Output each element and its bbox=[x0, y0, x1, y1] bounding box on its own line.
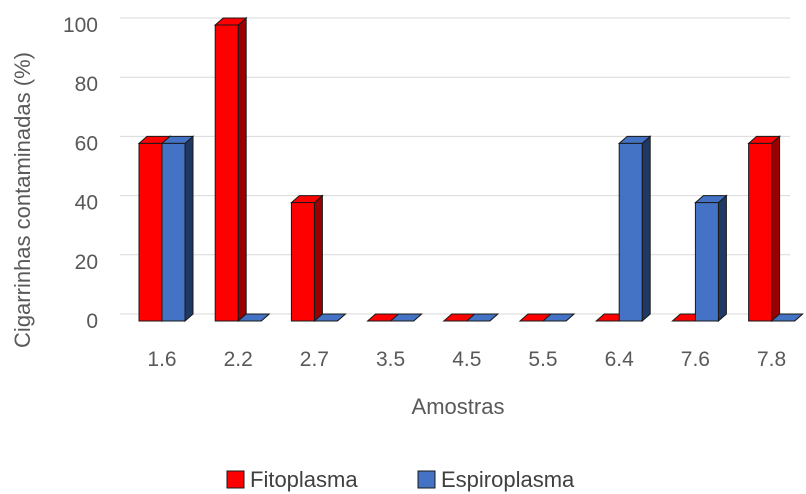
bar-front bbox=[694, 202, 719, 322]
y-tick-label: 60 bbox=[75, 132, 98, 155]
x-tick-label: 3.5 bbox=[376, 348, 405, 371]
legend-label: Espiroplasma bbox=[441, 467, 575, 492]
bar-front bbox=[618, 142, 643, 322]
x-tick-label: 7.6 bbox=[681, 348, 710, 371]
x-axis-title: Amostras bbox=[412, 394, 505, 419]
legend-swatch bbox=[417, 470, 436, 489]
x-tick-label: 2.2 bbox=[224, 348, 253, 371]
x-tick-label: 2.7 bbox=[300, 348, 329, 371]
y-tick-label: 100 bbox=[63, 14, 98, 37]
bar-espiroplasma-4.5 bbox=[465, 313, 500, 322]
x-tick-label: 7.8 bbox=[757, 348, 786, 371]
bar-fitoplasma-7.8 bbox=[747, 135, 781, 323]
y-tick-label: 40 bbox=[75, 192, 98, 215]
x-tick-label: 5.5 bbox=[528, 348, 557, 371]
bar-espiroplasma-6.4 bbox=[617, 135, 652, 323]
bar-fitoplasma-2.7 bbox=[290, 194, 324, 323]
bar-front bbox=[748, 142, 773, 322]
bar-side bbox=[641, 135, 651, 323]
legend-label: Fitoplasma bbox=[250, 467, 358, 492]
bar-front bbox=[214, 24, 239, 322]
y-tick-labels: 0 20 40 60 80 100 bbox=[63, 14, 98, 333]
bar-espiroplasma-7.8 bbox=[770, 313, 804, 322]
y-tick-label: 20 bbox=[75, 251, 98, 274]
bar-top bbox=[770, 313, 804, 322]
bar-espiroplasma-2.7 bbox=[313, 313, 347, 322]
legend: Fitoplasma Espiroplasma bbox=[226, 467, 575, 492]
bar-front bbox=[290, 202, 315, 322]
bar-layer bbox=[137, 16, 804, 323]
bar-espiroplasma-5.5 bbox=[541, 313, 576, 322]
bar-side bbox=[771, 135, 781, 323]
bar-espiroplasma-1.6 bbox=[160, 135, 195, 323]
legend-item-fitoplasma: Fitoplasma bbox=[226, 467, 358, 492]
x-tick-labels: 1.6 2.2 2.7 3.5 4.5 5.5 6.4 7.6 7.8 bbox=[147, 348, 786, 371]
bar-side bbox=[717, 194, 727, 323]
bar-top bbox=[465, 313, 500, 322]
y-tick-label: 0 bbox=[86, 310, 98, 333]
bar-top bbox=[541, 313, 576, 322]
x-tick-label: 1.6 bbox=[147, 348, 176, 371]
y-tick-label: 80 bbox=[75, 73, 98, 96]
bar-front bbox=[138, 142, 163, 322]
y-axis-title: Cigarrinhas contaminadas (%) bbox=[10, 52, 35, 348]
bar-front bbox=[161, 142, 186, 322]
bar-top bbox=[389, 313, 423, 322]
bar-top bbox=[313, 313, 347, 322]
bar-espiroplasma-3.5 bbox=[389, 313, 423, 322]
bar-side bbox=[184, 135, 194, 323]
bar-side bbox=[313, 194, 323, 323]
bar-top bbox=[236, 313, 271, 322]
bar-espiroplasma-7.6 bbox=[694, 194, 728, 323]
x-tick-label: 4.5 bbox=[452, 348, 481, 371]
x-tick-label: 6.4 bbox=[605, 348, 635, 371]
legend-item-espiroplasma: Espiroplasma bbox=[417, 467, 575, 492]
legend-swatch bbox=[226, 470, 245, 489]
bar-fitoplasma-2.2 bbox=[213, 16, 248, 323]
bar-espiroplasma-2.2 bbox=[236, 313, 271, 322]
bar-side bbox=[237, 16, 247, 323]
